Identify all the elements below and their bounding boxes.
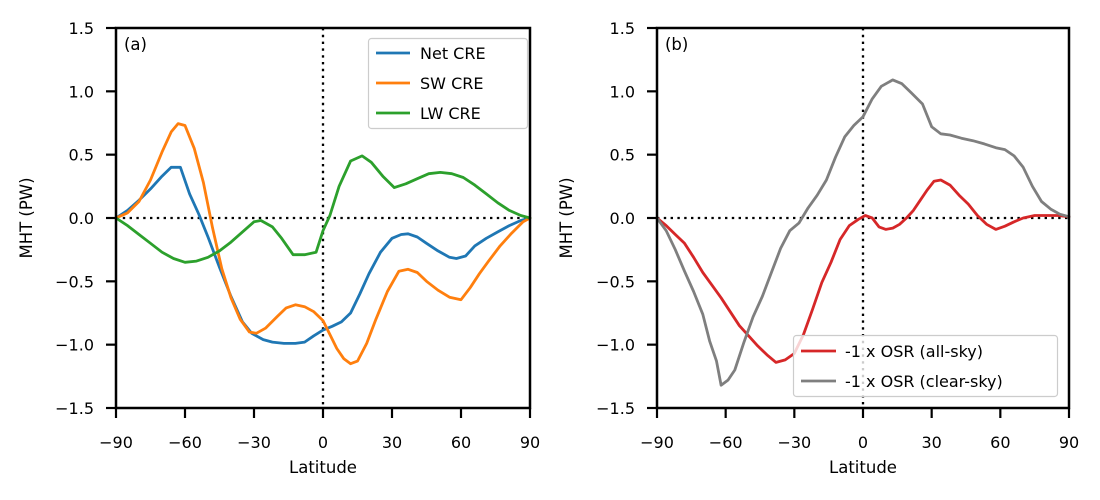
curve--1-x-osr-all-sky- <box>655 178 1071 364</box>
legend-a-label-sw: SW CRE <box>420 74 483 93</box>
y-tick-label: −1.5 <box>55 399 94 418</box>
panel-b-ylabel: MHT (PW) <box>557 177 576 258</box>
y-tick-label: −0.5 <box>596 272 635 291</box>
x-tick-label: 60 <box>990 433 1010 452</box>
panel-a-letter: (a) <box>124 35 147 54</box>
curve-net-cre <box>114 165 532 345</box>
y-tick-label: 1.5 <box>69 19 94 38</box>
panel-b-legend-box <box>792 334 1059 398</box>
panel-b-ticks: −90 −60 −30 0 30 60 90 1.5 1.0 0.5 0.0 −0.5 −1.0 −1.5 <box>596 19 1079 452</box>
y-tick-label: 1.5 <box>610 19 635 38</box>
legend-b-label-clearsky: -1 x OSR (clear-sky) <box>845 372 1003 391</box>
x-tick-label: 60 <box>451 433 471 452</box>
y-tick-label: −1.0 <box>55 336 94 355</box>
y-tick-label: 0.0 <box>610 209 635 228</box>
legend-b-label-allsky: -1 x OSR (all-sky) <box>845 342 983 361</box>
panel-b-letter: (b) <box>665 35 688 54</box>
curve-sw-cre <box>114 122 532 366</box>
panel-b-xlabel: Latitude <box>829 458 897 477</box>
x-tick-label: 30 <box>382 433 402 452</box>
x-tick-label: 30 <box>921 433 941 452</box>
x-tick-label: −60 <box>709 433 743 452</box>
x-tick-label: 90 <box>520 433 540 452</box>
panel-a: −90 −60 −30 0 30 60 90 1.5 1.0 0.5 0.0 −0.5 −1.0 −1.5… <box>17 19 540 477</box>
panel-b: −90 −60 −30 0 30 60 90 1.5 1.0 0.5 0.0 −0.5 −1.0 −1.5… <box>557 19 1079 477</box>
y-tick-label: 0.5 <box>610 146 635 165</box>
panel-a-legend-box <box>367 37 529 130</box>
x-tick-label: 90 <box>1059 433 1079 452</box>
legend-a-label-lw: LW CRE <box>420 104 481 123</box>
panel-a-xlabel: Latitude <box>289 458 357 477</box>
panel-a-curves <box>114 122 532 366</box>
y-tick-label: 1.0 <box>610 82 635 101</box>
panel-a-ticks: −90 −60 −30 0 30 60 90 1.5 1.0 0.5 0.0 −0.5 −1.0 −1.5 <box>55 19 540 452</box>
panel-a-legend: Net CRE SW CRE LW CRE <box>367 37 529 130</box>
y-tick-label: 0.5 <box>69 146 94 165</box>
x-tick-label: 0 <box>858 433 868 452</box>
panel-b-legend: -1 x OSR (all-sky) -1 x OSR (clear-sky) <box>792 334 1059 398</box>
x-tick-label: −90 <box>640 433 674 452</box>
y-tick-label: −1.0 <box>596 336 635 355</box>
x-tick-label: −60 <box>168 433 202 452</box>
x-tick-label: −90 <box>99 433 133 452</box>
y-tick-label: 1.0 <box>69 82 94 101</box>
legend-a-label-net: Net CRE <box>420 44 486 63</box>
curve--1-x-osr-clear-sky- <box>655 78 1071 387</box>
x-tick-label: −30 <box>777 433 811 452</box>
y-tick-label: 0.0 <box>69 209 94 228</box>
y-tick-label: −0.5 <box>55 272 94 291</box>
panel-a-ylabel: MHT (PW) <box>17 177 36 258</box>
curve-lw-cre <box>114 154 532 264</box>
x-tick-label: 0 <box>318 433 328 452</box>
panel-a-zero-lines <box>116 28 530 408</box>
y-tick-label: −1.5 <box>596 399 635 418</box>
x-tick-label: −30 <box>237 433 271 452</box>
panel-b-curves <box>655 78 1071 387</box>
